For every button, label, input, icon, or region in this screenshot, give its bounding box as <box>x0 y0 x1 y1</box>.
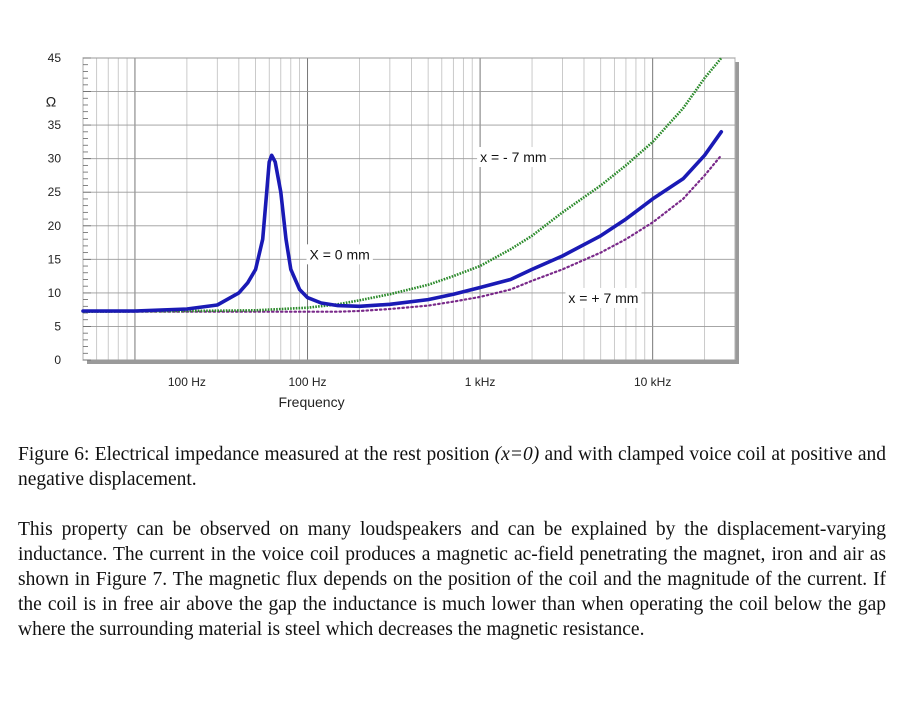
y-tick-labels: 0 5 10 15 20 25 30 35 45 <box>48 51 62 367</box>
series-line-2 <box>82 57 723 313</box>
figure-caption: Figure 6: Electrical impedance measured … <box>18 442 886 492</box>
series-annotations: X = 0 mm x = - 7 mm x = + 7 mm <box>306 147 642 308</box>
x-tick-label: 100 Hz <box>289 375 327 389</box>
x-tick-label: 1 kHz <box>465 375 496 389</box>
chart-grid <box>82 57 739 364</box>
series-label-bg <box>306 244 373 265</box>
x-tick-label: 100 Hz <box>168 375 206 389</box>
caption-math: (x=0) <box>494 444 540 465</box>
x-tick-labels: 100 Hz 100 Hz 1 kHz 10 kHz <box>168 375 671 389</box>
y-tick-label: 30 <box>48 152 62 166</box>
x-axis-label: Frequency <box>278 394 344 410</box>
y-tick-label: 5 <box>54 319 61 333</box>
y-tick-label: 0 <box>54 353 61 367</box>
series-label-bg <box>477 147 550 168</box>
x-tick-label: 10 kHz <box>634 375 671 389</box>
y-axis-label: Ω <box>46 94 56 110</box>
impedance-chart: 0 5 10 15 20 25 30 35 45 100 Hz 100 Hz 1 kHz 10 kHz… <box>46 51 739 410</box>
series-label-1: X = 0 mm <box>310 246 370 262</box>
y-tick-label: 15 <box>48 252 62 266</box>
series-label-3: x = + 7 mm <box>568 290 638 306</box>
series-label-2: x = - 7 mm <box>480 149 547 165</box>
y-tick-label: 25 <box>48 185 62 199</box>
series-line-1 <box>81 130 724 313</box>
series-line-3 <box>81 154 723 313</box>
body-paragraph: This property can be observed on many lo… <box>18 519 886 640</box>
caption-prefix: Figure 6: Electrical impedance measured … <box>18 444 495 465</box>
y-tick-label: 45 <box>48 51 62 65</box>
series-label-bg <box>565 287 642 308</box>
y-tick-label: 20 <box>48 219 62 233</box>
plot-area <box>81 57 724 313</box>
y-tick-label: 10 <box>48 286 62 300</box>
caption-suffix: and with clamped voice coil at positive … <box>18 444 886 490</box>
y-tick-label: 35 <box>48 118 62 132</box>
